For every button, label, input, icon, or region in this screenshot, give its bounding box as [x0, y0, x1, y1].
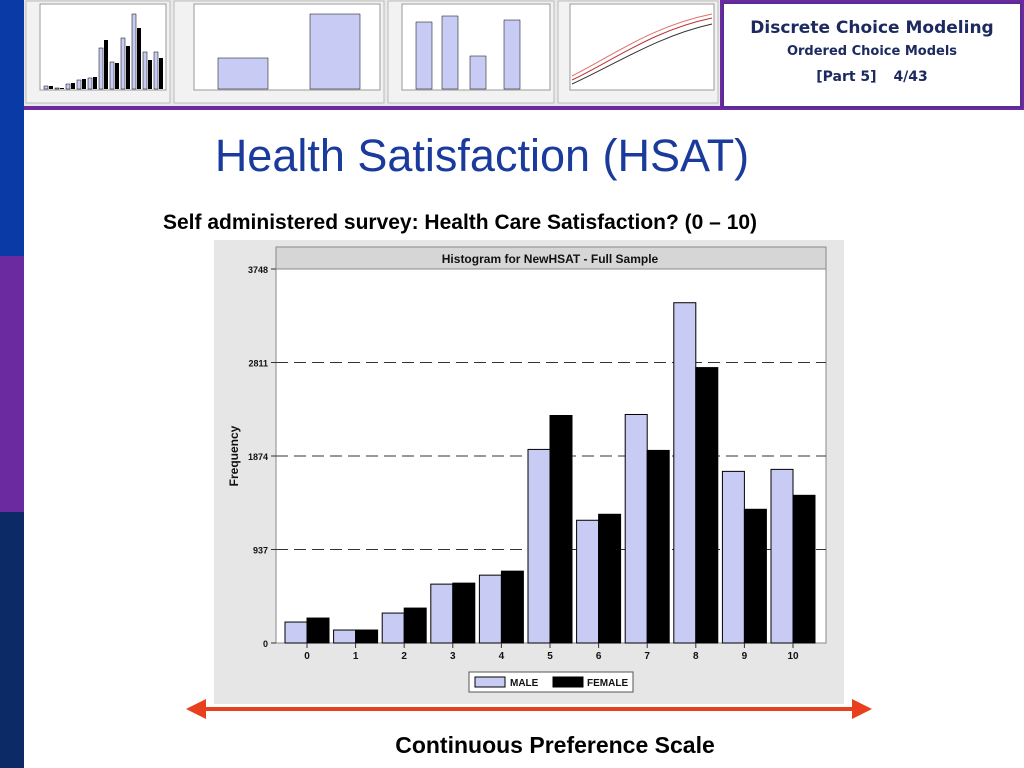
x-tick-label: 6: [596, 651, 602, 662]
bar-male: [673, 302, 697, 644]
bar-female: [743, 508, 767, 644]
slide-title-row: Health Satisfaction (HSAT): [0, 130, 1024, 182]
legend-swatch-female: [552, 676, 584, 688]
legend-label-male: MALE: [510, 678, 539, 689]
survey-question: Self administered survey: Health Care Sa…: [163, 211, 758, 234]
bar-male: [624, 413, 648, 644]
bar-female: [598, 513, 622, 644]
x-tick-label: 9: [742, 651, 748, 662]
x-tick-label: 3: [450, 651, 456, 662]
part-line: [Part 5] 4/43: [724, 69, 1020, 85]
y-tick-label: 0: [263, 639, 268, 649]
course-title: Discrete Choice Modeling: [750, 18, 994, 38]
bar-female: [355, 629, 379, 644]
bar-female: [549, 414, 573, 644]
header-thumbnail-strip: [24, 0, 720, 106]
bar-male: [430, 583, 454, 644]
bar-male: [284, 621, 308, 644]
x-tick-label: 8: [693, 651, 699, 662]
bar-male: [381, 612, 405, 644]
bar-male: [478, 574, 502, 644]
bar-female: [306, 617, 330, 644]
legend-label-female: FEMALE: [587, 678, 628, 689]
scale-label-row: Continuous Preference Scale: [0, 732, 1024, 759]
bar-female: [403, 607, 427, 644]
bar-male: [721, 470, 745, 644]
bar-female: [500, 570, 524, 644]
x-tick-label: 4: [499, 651, 505, 662]
histogram-chart: Histogram for NewHSAT - Full Sample 0 937 1…: [214, 240, 844, 704]
x-tick-label: 2: [401, 651, 407, 662]
bar-male: [333, 629, 357, 644]
x-tick-label: 7: [644, 651, 650, 662]
bar-male: [576, 519, 600, 644]
bar-male: [527, 448, 551, 644]
chart-title: Histogram for NewHSAT - Full Sample: [442, 252, 659, 266]
x-tick-label: 1: [353, 651, 359, 662]
left-accent-blue: [0, 0, 24, 256]
y-tick-label: 3748: [248, 265, 268, 275]
x-tick-label: 0: [304, 651, 310, 662]
bar-female: [695, 367, 719, 644]
legend-box: [468, 671, 634, 693]
left-accent-bar: [0, 0, 24, 768]
y-tick-label: 1874: [248, 452, 268, 462]
header-thumbnails: [25, 0, 719, 104]
legend-swatch-male: [474, 676, 506, 688]
course-subtitle: Ordered Choice Models: [786, 44, 958, 59]
scale-label: Continuous Preference Scale: [395, 732, 715, 758]
y-tick-label: 2811: [248, 359, 268, 369]
bar-male: [770, 468, 794, 644]
bar-female: [646, 449, 670, 644]
slide-number: 4/43: [893, 69, 928, 85]
course-title-box: Discrete Choice Modeling Ordered Choice …: [722, 2, 1022, 108]
bar-female: [792, 494, 816, 644]
y-axis-label: Frequency: [227, 425, 241, 486]
x-tick-label: 10: [787, 651, 799, 662]
part-label: [Part 5]: [816, 69, 877, 85]
histogram-svg: Histogram for NewHSAT - Full Sample09371…: [214, 240, 844, 704]
double-arrow-icon: [186, 699, 872, 719]
left-accent-navy: [0, 512, 24, 768]
bar-female: [452, 582, 476, 644]
left-accent-purple: [0, 256, 24, 512]
y-tick-label: 937: [253, 546, 268, 556]
x-tick-label: 5: [547, 651, 553, 662]
slide-title: Health Satisfaction (HSAT): [214, 130, 750, 181]
